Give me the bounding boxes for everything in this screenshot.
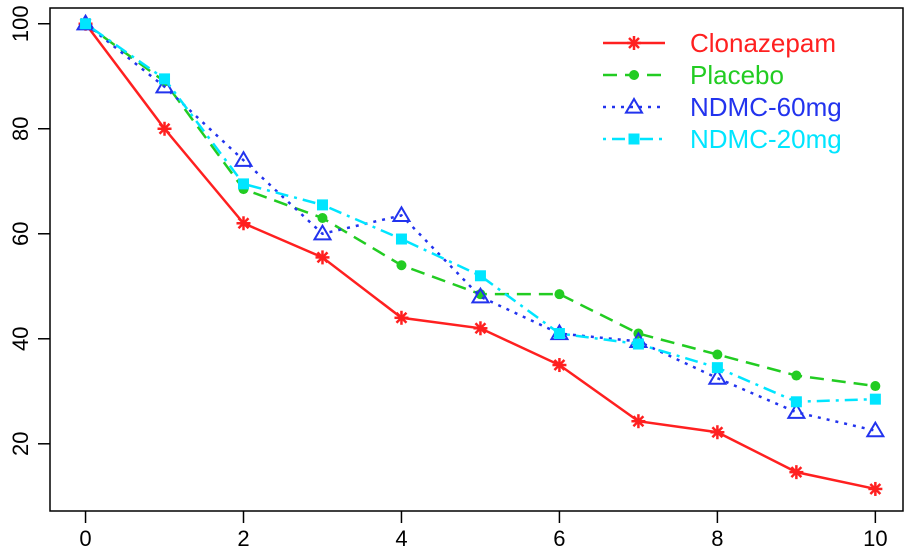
x-tick-label-4: 4 — [395, 526, 407, 551]
legend-item-ndmc-60mg: NDMC-60mg — [603, 92, 842, 122]
legend-item-placebo: Placebo — [603, 60, 784, 90]
data-point-ndmc-20mg-2 — [238, 178, 250, 190]
plot-frame — [49, 7, 904, 512]
data-point-ndmc-60mg-10 — [865, 420, 886, 438]
legend-label-clonazepam: Clonazepam — [690, 28, 836, 58]
data-point-clonazepam-5 — [473, 321, 488, 336]
data-point-clonazepam-10 — [868, 481, 883, 496]
y-tick-label-80: 80 — [8, 117, 33, 141]
data-point-ndmc-60mg-3 — [312, 223, 333, 241]
axes: 0 2 4 6 8 10 20 40 60 80 100 — [8, 5, 888, 551]
data-point-clonazepam-7 — [631, 414, 646, 429]
data-point-placebo-3 — [317, 213, 328, 224]
data-point-ndmc-20mg-4 — [395, 233, 407, 245]
series-line-ndmc-20mg — [84, 22, 876, 404]
series-line-ndmc-60mg — [84, 22, 876, 432]
data-point-ndmc-20mg-5 — [474, 270, 486, 282]
legend-marker-placebo — [629, 70, 639, 80]
legend-label-ndmc-20mg: NDMC-20mg — [690, 124, 842, 154]
x-tick-label-2: 2 — [237, 526, 249, 551]
data-point-clonazepam-8 — [710, 425, 725, 440]
series-layer — [75, 13, 886, 496]
legend-label-ndmc-60mg: NDMC-60mg — [690, 92, 842, 122]
data-point-ndmc-20mg-0 — [80, 18, 92, 30]
data-point-clonazepam-2 — [236, 216, 251, 231]
data-point-placebo-10 — [870, 381, 881, 392]
legend-item-clonazepam: Clonazepam — [603, 28, 836, 58]
data-point-ndmc-20mg-9 — [790, 396, 802, 408]
data-point-ndmc-60mg-9 — [786, 402, 807, 419]
data-point-ndmc-20mg-3 — [316, 199, 328, 211]
legend-marker-ndmc-20mg — [628, 133, 640, 145]
data-point-placebo-4 — [396, 260, 407, 271]
data-point-clonazepam-1 — [157, 121, 172, 136]
data-point-placebo-6 — [554, 289, 565, 300]
data-point-clonazepam-9 — [789, 465, 804, 480]
y-tick-label-20: 20 — [8, 432, 33, 456]
data-point-clonazepam-4 — [394, 310, 409, 325]
x-tick-label-8: 8 — [711, 526, 723, 551]
data-point-ndmc-20mg-1 — [159, 73, 171, 85]
legend-marker-clonazepam — [627, 36, 641, 50]
data-point-ndmc-20mg-6 — [553, 328, 565, 340]
x-tick-label-6: 6 — [553, 526, 565, 551]
legend-label-placebo: Placebo — [690, 60, 784, 90]
data-point-ndmc-20mg-7 — [632, 338, 644, 350]
data-point-ndmc-60mg-5 — [470, 286, 491, 304]
data-point-ndmc-60mg-2 — [233, 150, 254, 167]
legend-item-ndmc-20mg: NDMC-20mg — [603, 124, 842, 154]
data-point-placebo-9 — [791, 370, 802, 381]
legend-marker-ndmc-60mg — [624, 97, 644, 114]
y-tick-label-60: 60 — [8, 222, 33, 246]
data-point-ndmc-20mg-8 — [711, 362, 723, 374]
x-tick-label-0: 0 — [79, 526, 91, 551]
y-tick-label-100: 100 — [8, 5, 33, 42]
data-point-placebo-8 — [712, 349, 723, 360]
y-tick-label-40: 40 — [8, 327, 33, 351]
x-tick-label-10: 10 — [863, 526, 887, 551]
data-point-ndmc-60mg-4 — [391, 205, 412, 222]
data-point-ndmc-60mg-8 — [707, 368, 728, 385]
data-point-clonazepam-3 — [315, 250, 330, 265]
data-point-ndmc-20mg-10 — [869, 393, 881, 405]
data-point-clonazepam-6 — [552, 358, 567, 373]
